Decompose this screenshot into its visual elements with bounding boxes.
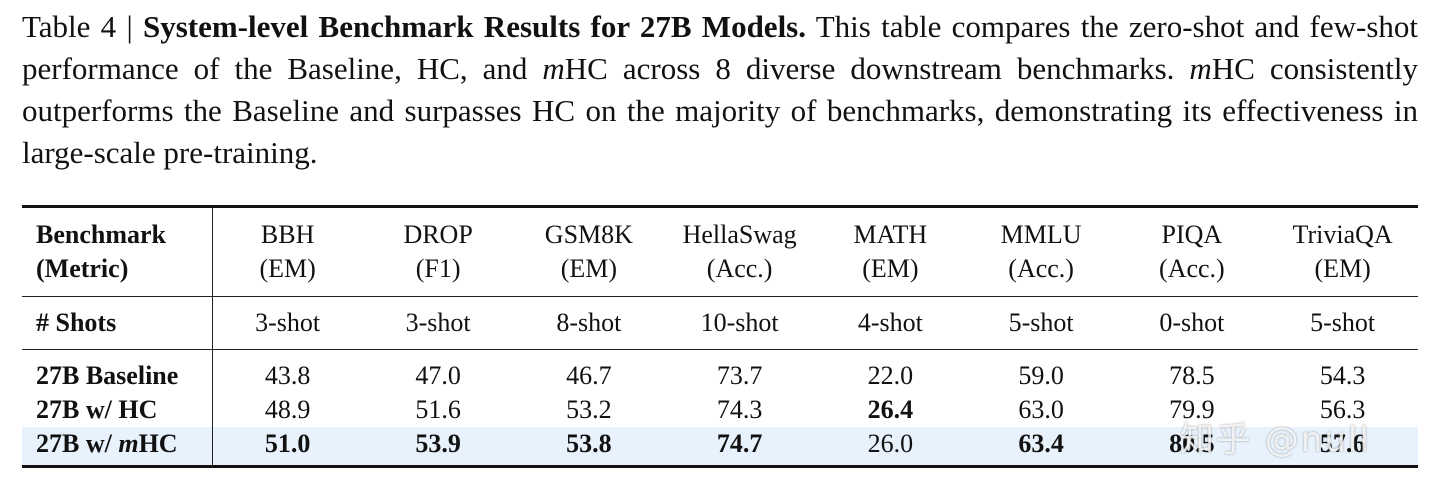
benchmark-metric: (F1) (415, 254, 461, 283)
shots-cell: 8-shot (513, 296, 665, 350)
value-cell: 74.3 (716, 395, 763, 424)
shots-cell: 3-shot (362, 296, 514, 350)
best-value: 80.5 (1169, 429, 1215, 458)
value-cell: 73.7 (716, 361, 763, 390)
benchmark-name: TriviaQA (1292, 220, 1393, 249)
best-value: 53.8 (566, 429, 612, 458)
value-cell: 47.0 (415, 361, 461, 390)
model-name: 27B Baseline (22, 349, 213, 393)
header-cell-mmlu: MMLU (Acc.) (965, 205, 1117, 297)
benchmark-metric: (EM) (1314, 254, 1371, 283)
header-cell-drop: DROP (F1) (362, 205, 514, 297)
model-name-prefix: 27B w/ (36, 429, 119, 458)
header-cell-piqa: PIQA (Acc.) (1116, 205, 1268, 297)
header-label-benchmark: Benchmark (36, 220, 166, 249)
benchmark-metric: (EM) (862, 254, 919, 283)
caption-text: This table compares the zero-shot and fe… (22, 9, 1418, 86)
shots-cell: 10-shot (664, 296, 815, 350)
shots-row: # Shots 3-shot 3-shot 8-shot 10-shot 4-s… (22, 296, 1418, 350)
header-cell-math: MATH (EM) (815, 205, 966, 297)
benchmark-metric: (EM) (259, 254, 316, 283)
value-cell: 54.3 (1319, 361, 1366, 390)
caption-italic-m: m (1189, 51, 1212, 86)
value-cell-best: 53.8 (513, 427, 665, 468)
benchmark-name: PIQA (1161, 220, 1223, 249)
value-cell: 48.9 (264, 395, 311, 424)
shots-cell: 4-shot (815, 296, 966, 350)
caption-label: Table 4 | (22, 9, 143, 44)
value-cell: 56.3 (1319, 395, 1366, 424)
value-cell: 63.0 (1018, 395, 1064, 424)
header-cell-gsm8k: GSM8K (EM) (513, 205, 665, 297)
table-row-baseline: 27B Baseline 43.8 47.0 46.7 73.7 22.0 59… (22, 349, 1418, 393)
results-table-container: Benchmark (Metric) BBH (EM) DROP (F1) GSM8… (22, 205, 1418, 468)
table-caption: Table 4 | System-level Benchmark Results… (22, 6, 1418, 174)
results-table: Benchmark (Metric) BBH (EM) DROP (F1) GSM8… (22, 205, 1418, 468)
value-cell-best: 80.5 (1116, 427, 1268, 468)
value-cell-best: 51.0 (212, 427, 363, 468)
table-row-mhc: 27B w/ mHC 51.0 53.9 53.8 74.7 26.0 63.4… (22, 427, 1418, 468)
model-name: 27B w/ HC (22, 393, 213, 427)
value-cell: 26.0 (815, 427, 966, 468)
shots-cell: 5-shot (965, 296, 1117, 350)
shots-cell: 5-shot (1267, 296, 1418, 350)
value-cell: 46.7 (566, 361, 612, 390)
caption-title: System-level Benchmark Results for 27B M… (142, 9, 806, 44)
caption-text: HC consistently outperforms the Baseline… (22, 51, 1418, 170)
table-row-hc: 27B w/ HC 48.9 51.6 53.2 74.3 26.4 63.0 … (22, 393, 1418, 427)
value-cell: 43.8 (264, 361, 311, 390)
value-cell-best: 53.9 (362, 427, 514, 468)
best-value: 51.0 (264, 429, 311, 458)
benchmark-name: GSM8K (544, 220, 633, 249)
best-value: 53.9 (415, 429, 461, 458)
benchmark-name: DROP (403, 220, 473, 249)
header-cell-triviaqa: TriviaQA (EM) (1267, 205, 1418, 297)
best-value: 26.4 (867, 395, 914, 424)
benchmark-metric: (EM) (560, 254, 618, 283)
best-value: 74.7 (716, 429, 763, 458)
benchmark-name: MATH (853, 220, 928, 249)
best-value: 57.6 (1319, 429, 1366, 458)
shots-cell: 0-shot (1116, 296, 1268, 350)
model-name-suffix: HC (138, 429, 178, 458)
benchmark-metric: (Acc.) (1008, 254, 1074, 283)
caption-text: HC across 8 diverse downstream benchmark… (564, 51, 1190, 86)
value-cell: 53.2 (566, 395, 612, 424)
value-cell: 79.9 (1169, 395, 1215, 424)
model-name: 27B w/ mHC (22, 427, 213, 468)
value-cell: 22.0 (867, 361, 914, 390)
value-cell: 78.5 (1169, 361, 1215, 390)
caption-italic-m: m (542, 51, 565, 86)
value-cell: 59.0 (1018, 361, 1064, 390)
model-name-italic-m: m (118, 429, 139, 458)
value-cell-best: 57.6 (1267, 427, 1418, 468)
benchmark-metric: (Acc.) (706, 254, 773, 283)
benchmark-name: BBH (260, 220, 315, 249)
benchmark-name: MMLU (1000, 220, 1082, 249)
table-header-row: Benchmark (Metric) BBH (EM) DROP (F1) GSM8… (22, 205, 1418, 297)
header-cell-bbh: BBH (EM) (212, 205, 363, 297)
best-value: 63.4 (1018, 429, 1064, 458)
value-cell-best: 63.4 (965, 427, 1117, 468)
shots-cell: 3-shot (212, 296, 363, 350)
benchmark-name: HellaSwag (682, 220, 797, 249)
shots-label: # Shots (22, 296, 213, 350)
header-label-metric: (Metric) (36, 254, 129, 283)
header-label-cell: Benchmark (Metric) (22, 205, 213, 297)
benchmark-metric: (Acc.) (1159, 254, 1225, 283)
value-cell-best: 26.4 (815, 393, 966, 427)
value-cell: 51.6 (415, 395, 461, 424)
header-cell-hellaswag: HellaSwag (Acc.) (664, 205, 815, 297)
value-cell-best: 74.7 (664, 427, 815, 468)
